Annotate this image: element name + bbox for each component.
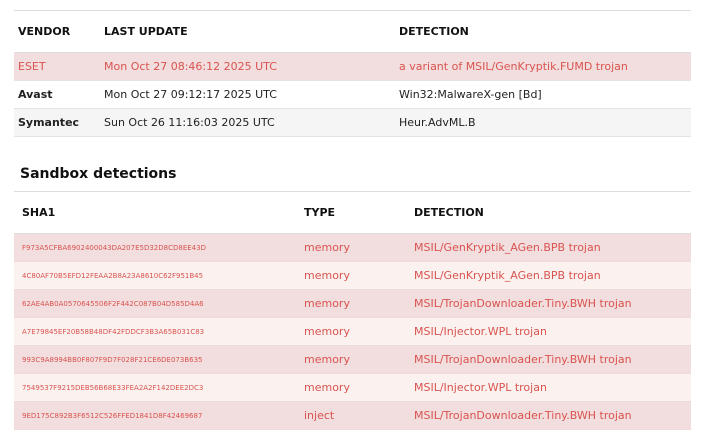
table-row: Symantec Sun Oct 26 11:16:03 2025 UTC Heur…: [14, 108, 691, 137]
vendor-name: ESET: [14, 52, 100, 81]
type: memory: [300, 317, 410, 346]
vendor-name: Avast: [14, 80, 100, 109]
detection: Win32:MalwareX-gen [Bd]: [395, 80, 691, 109]
table-row: Avast Mon Oct 27 09:12:17 2025 UTC Win32:M…: [14, 80, 691, 109]
header-detection: DETECTION: [395, 10, 691, 53]
table-row: 993C9A8994BB0F807F9D7F028F21CE6DE073B635…: [14, 345, 691, 374]
table-row: 7549537F9215DEB56B68E33FEA2A2F142DEE2DC3…: [14, 373, 691, 402]
type: memory: [300, 373, 410, 402]
table-row: 4C80AF70B5EFD12FEAA2B8A23A8610C62F951B45…: [14, 261, 691, 290]
sha1-hash: 9ED175C892B3F6512C526FFED1841D8F42469687: [14, 401, 300, 430]
detection: MSIL/Injector.WPL trojan: [410, 317, 691, 346]
sha1-hash: F973A5CFBA6902400043DA207E5D32D8CD8EE43D: [14, 233, 300, 262]
last-update: Mon Oct 27 09:12:17 2025 UTC: [100, 80, 395, 109]
sha1-hash: 4C80AF70B5EFD12FEAA2B8A23A8610C62F951B45: [14, 261, 300, 290]
detection: MSIL/GenKryptik_AGen.BPB trojan: [410, 233, 691, 262]
vendor-name: Symantec: [14, 108, 100, 137]
header-detection: DETECTION: [410, 191, 691, 234]
table-row: F973A5CFBA6902400043DA207E5D32D8CD8EE43D…: [14, 233, 691, 262]
detection: a variant of MSIL/GenKryptik.FUMD trojan: [395, 52, 691, 81]
table-header: SHA1 TYPE DETECTION: [14, 191, 691, 234]
header-sha1: SHA1: [14, 191, 300, 234]
detection: MSIL/GenKryptik_AGen.BPB trojan: [410, 261, 691, 290]
detection: Heur.AdvML.B: [395, 108, 691, 137]
header-vendor: VENDOR: [14, 10, 100, 53]
sha1-hash: 7549537F9215DEB56B68E33FEA2A2F142DEE2DC3: [14, 373, 300, 402]
detection: MSIL/TrojanDownloader.Tiny.BWH trojan: [410, 289, 691, 318]
sandbox-detections-table: SHA1 TYPE DETECTION F973A5CFBA6902400043…: [14, 191, 691, 430]
detection: MSIL/Injector.WPL trojan: [410, 373, 691, 402]
vendor-detections-table: VENDOR LAST UPDATE DETECTION ESET Mon Oct…: [14, 10, 691, 137]
table-row: A7E79845EF20B58B48DF42FDDCF3B3A65B031C83…: [14, 317, 691, 346]
sha1-hash: 62AE4AB0A0570645506F2F442C087B04D585D4A6: [14, 289, 300, 318]
type: memory: [300, 233, 410, 262]
type: memory: [300, 289, 410, 318]
sha1-hash: A7E79845EF20B58B48DF42FDDCF3B3A65B031C83: [14, 317, 300, 346]
table-header: VENDOR LAST UPDATE DETECTION: [14, 10, 691, 53]
type: memory: [300, 345, 410, 374]
table-row: ESET Mon Oct 27 08:46:12 2025 UTC a varian…: [14, 52, 691, 81]
last-update: Mon Oct 27 08:46:12 2025 UTC: [100, 52, 395, 81]
type: memory: [300, 261, 410, 290]
last-update: Sun Oct 26 11:16:03 2025 UTC: [100, 108, 395, 137]
table-row: 9ED175C892B3F6512C526FFED1841D8F42469687…: [14, 401, 691, 430]
detection: MSIL/TrojanDownloader.Tiny.BWH trojan: [410, 345, 691, 374]
header-type: TYPE: [300, 191, 410, 234]
header-last-update: LAST UPDATE: [100, 10, 395, 53]
table-row: 62AE4AB0A0570645506F2F442C087B04D585D4A6…: [14, 289, 691, 318]
type: inject: [300, 401, 410, 430]
sha1-hash: 993C9A8994BB0F807F9D7F028F21CE6DE073B635: [14, 345, 300, 374]
detection: MSIL/TrojanDownloader.Tiny.BWH trojan: [410, 401, 691, 430]
section-title: Sandbox detections: [20, 166, 177, 182]
